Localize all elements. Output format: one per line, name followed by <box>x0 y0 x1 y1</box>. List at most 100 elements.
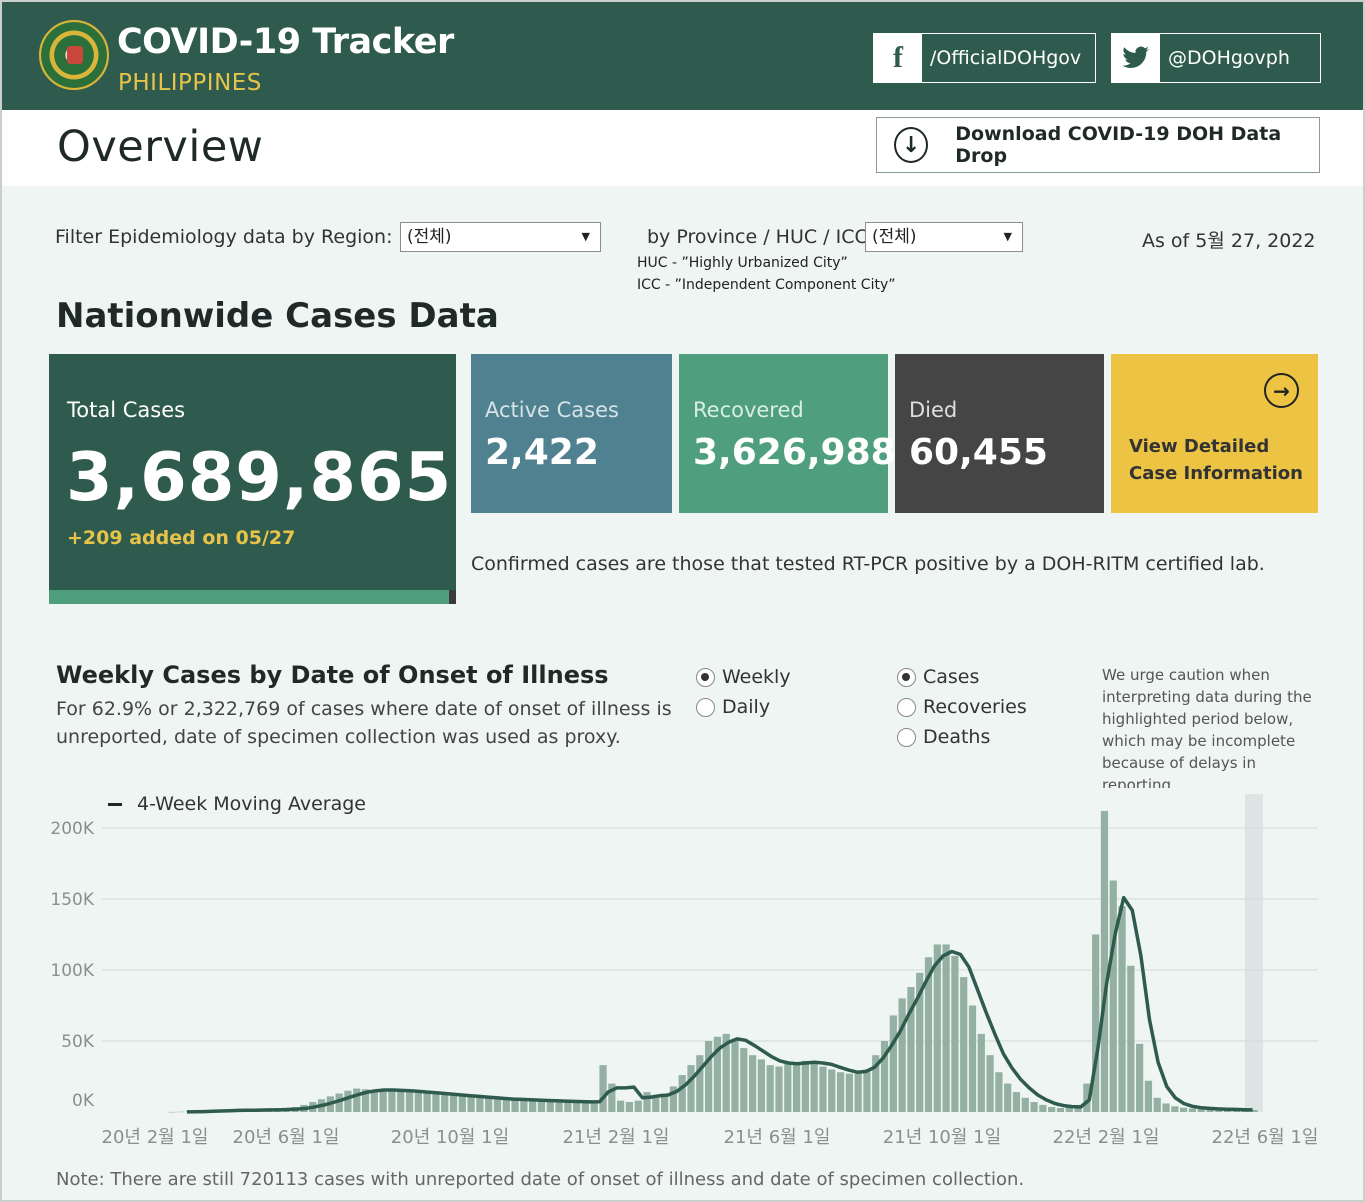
bar <box>661 1093 669 1112</box>
bar <box>713 1036 722 1112</box>
bar <box>634 1100 642 1112</box>
bar <box>1048 1107 1056 1112</box>
bar <box>502 1099 510 1112</box>
bar <box>1092 934 1100 1112</box>
bar <box>1215 1109 1223 1112</box>
recovered-card: Recovered 3,626,988 <box>679 354 896 513</box>
bar <box>792 1062 801 1112</box>
as-of-date: As of 5월 27, 2022 <box>1142 230 1316 252</box>
bar <box>1065 1107 1073 1112</box>
bar <box>1250 1110 1258 1112</box>
bar <box>344 1090 352 1112</box>
bar <box>432 1094 440 1112</box>
bar <box>397 1091 405 1112</box>
bar <box>722 1033 730 1112</box>
radio-weekly[interactable]: Weekly <box>696 666 791 688</box>
bar <box>485 1098 493 1112</box>
doh-seal-logo <box>39 20 109 90</box>
bar <box>441 1094 449 1112</box>
bar <box>1021 1097 1029 1112</box>
bar <box>845 1073 853 1112</box>
radio-weekly-label: Weekly <box>722 666 791 688</box>
bar <box>704 1041 713 1112</box>
bar <box>836 1072 845 1112</box>
view-detailed-line2: Case Information <box>1129 463 1303 484</box>
bar <box>687 1065 695 1112</box>
radio-deaths-label: Deaths <box>923 726 991 748</box>
bar <box>617 1100 625 1112</box>
radio-deaths[interactable]: Deaths <box>897 726 990 748</box>
bar <box>757 1059 765 1112</box>
x-tick-label: 20년 2월 1일 <box>102 1127 209 1148</box>
bar <box>493 1098 502 1112</box>
bar <box>370 1089 378 1112</box>
bar <box>986 1055 994 1112</box>
x-tick-label: 21년 10월 1일 <box>883 1127 1001 1148</box>
bar <box>801 1060 809 1112</box>
dropdown-arrow-icon: ▼ <box>1003 230 1012 243</box>
y-tick-label: 200K <box>50 819 94 839</box>
facebook-icon: f <box>874 34 922 82</box>
region-filter-label: Filter Epidemiology data by Region: <box>55 226 393 248</box>
download-data-drop-button[interactable]: ↓ Download COVID-19 DOH Data Drop <box>876 117 1320 173</box>
province-select-value: (전체) <box>872 227 917 247</box>
view-detailed-case-button[interactable]: → View Detailed Case Information <box>1111 354 1318 513</box>
icc-note: ICC - ”Independent Component City” <box>637 277 896 292</box>
bar <box>678 1075 686 1112</box>
bar <box>907 987 915 1112</box>
footnote: Note: There are still 720113 cases with … <box>56 1169 1025 1190</box>
top-header: COVID-19 Tracker PHILIPPINES f /Official… <box>2 2 1363 110</box>
download-button-label: Download COVID-19 DOH Data Drop <box>955 123 1282 167</box>
radio-unselected-icon <box>696 697 715 717</box>
bar <box>590 1101 598 1112</box>
bar <box>819 1066 827 1112</box>
y-tick-label: 0K <box>72 1091 95 1111</box>
radio-daily-label: Daily <box>722 696 771 718</box>
active-cases-label: Active Cases <box>485 398 619 422</box>
bar <box>889 1015 897 1112</box>
bar <box>1012 1092 1021 1112</box>
facebook-link[interactable]: f /OfficialDOHgov <box>873 33 1096 83</box>
view-detailed-line1: View Detailed <box>1129 436 1270 457</box>
recovered-label: Recovered <box>693 398 804 422</box>
dropdown-arrow-icon: ▼ <box>581 230 590 243</box>
cases-added-today: +209 added on 05/27 <box>67 527 296 549</box>
bar <box>1004 1083 1012 1112</box>
bar <box>863 1069 871 1112</box>
bar <box>581 1102 590 1112</box>
region-select-value: (전체) <box>407 227 452 247</box>
radio-selected-icon <box>897 667 916 687</box>
bar <box>1136 1043 1144 1112</box>
region-select[interactable]: (전체) ▼ <box>400 222 601 252</box>
bar <box>1171 1106 1179 1112</box>
twitter-icon <box>1112 34 1160 82</box>
legend-label: 4-Week Moving Average <box>137 793 366 815</box>
bar <box>458 1096 466 1112</box>
y-tick-label: 50K <box>61 1032 95 1052</box>
radio-selected-icon <box>696 667 715 687</box>
bar <box>775 1066 783 1112</box>
radio-recoveries[interactable]: Recoveries <box>897 696 1027 718</box>
bar <box>555 1101 563 1112</box>
y-tick-label: 150K <box>50 890 94 910</box>
bar <box>177 1111 185 1113</box>
facebook-handle: /OfficialDOHgov <box>930 47 1082 69</box>
highlight-period-band <box>1245 794 1263 1112</box>
bar <box>951 955 959 1112</box>
twitter-link[interactable]: @DOHgovph <box>1111 33 1321 83</box>
radio-daily[interactable]: Daily <box>696 696 770 718</box>
total-cases-card: Total Cases 3,689,865 +209 added on 05/2… <box>49 354 456 604</box>
bar <box>854 1073 862 1112</box>
y-tick-label: 100K <box>50 961 94 981</box>
app-title: COVID-19 Tracker <box>117 22 454 62</box>
active-cases-card: Active Cases 2,422 <box>471 354 672 513</box>
total-cases-value: 3,689,865 <box>66 438 453 516</box>
bar <box>977 1033 985 1112</box>
radio-cases[interactable]: Cases <box>897 666 979 688</box>
bar <box>511 1099 519 1112</box>
bar <box>916 972 924 1112</box>
bar <box>960 977 968 1112</box>
x-tick-label: 21년 2월 1일 <box>563 1127 670 1148</box>
bar <box>1030 1102 1038 1112</box>
province-select[interactable]: (전체) ▼ <box>865 222 1023 252</box>
